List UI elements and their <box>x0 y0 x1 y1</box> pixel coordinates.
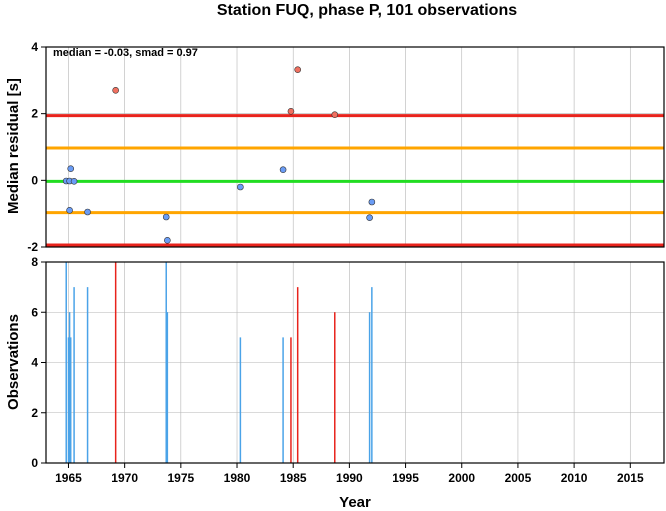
residual-panel: -2 0 2 4 <box>27 40 665 254</box>
residual-y-tick-label: 0 <box>31 173 38 187</box>
residual-panel-frame <box>45 46 665 248</box>
residual-point <box>331 111 339 118</box>
count-y-tick-label: 8 <box>31 255 38 269</box>
count-y-tick-label: 0 <box>31 456 38 470</box>
residual-point <box>237 183 244 191</box>
observation-count-panel: 0 2 4 6 8 1965 1970 1975 1980 1985 1990 1995 2000 200… <box>31 255 665 485</box>
residual-point <box>366 214 373 221</box>
residual-point <box>279 166 287 173</box>
residual-point <box>84 208 91 216</box>
x-tick-label: 2000 <box>448 471 475 485</box>
residual-point <box>164 237 171 244</box>
residual-y-axis-label: Median residual [s] <box>5 78 22 214</box>
median-smad-annotation: median = -0.03, smad = 0.97 <box>53 47 198 59</box>
residual-point <box>294 66 301 73</box>
residual-point <box>70 178 78 185</box>
chart-title: Station FUQ, phase P, 101 observations <box>217 2 517 19</box>
x-tick-label: 1975 <box>167 471 194 485</box>
residual-point <box>66 207 73 214</box>
residual-point <box>162 213 170 221</box>
count-y-tick-label: 4 <box>31 356 38 370</box>
residual-point <box>67 165 75 172</box>
x-tick-label: 1995 <box>392 471 419 485</box>
x-tick-label: 1990 <box>336 471 363 485</box>
x-tick-label: 2005 <box>505 471 532 485</box>
residual-y-tick-label: 4 <box>31 40 38 54</box>
x-tick-label: 1985 <box>280 471 307 485</box>
residual-point <box>112 87 119 94</box>
residual-point <box>287 108 295 115</box>
count-y-tick-label: 2 <box>31 406 38 420</box>
observations-y-axis-label: Observations <box>5 314 22 410</box>
count-y-tick-label: 6 <box>31 305 38 319</box>
x-tick-label: 1980 <box>224 471 251 485</box>
x-axis-label: Year <box>339 494 371 511</box>
count-panel-frame <box>45 261 665 464</box>
residual-y-tick-label: 2 <box>31 107 38 121</box>
x-tick-label: 1970 <box>111 471 138 485</box>
x-tick-label: 2010 <box>561 471 588 485</box>
x-tick-label: 2015 <box>617 471 644 485</box>
residual-point <box>368 198 376 206</box>
x-tick-label: 1965 <box>55 471 82 485</box>
residual-y-tick-label: -2 <box>27 240 38 254</box>
